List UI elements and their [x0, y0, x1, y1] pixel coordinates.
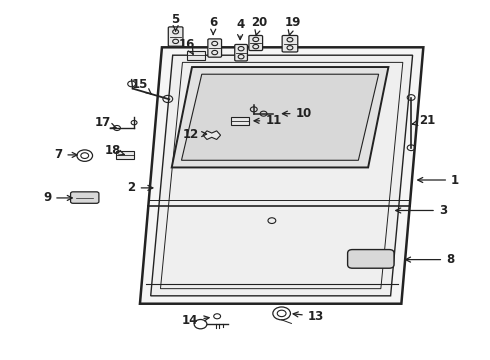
Text: 1: 1 — [418, 174, 459, 186]
FancyBboxPatch shape — [235, 44, 247, 61]
Text: 9: 9 — [43, 192, 72, 204]
Polygon shape — [151, 55, 413, 296]
FancyBboxPatch shape — [71, 192, 99, 203]
FancyBboxPatch shape — [168, 27, 183, 46]
Polygon shape — [203, 131, 220, 139]
Text: 21: 21 — [413, 114, 435, 127]
Text: 4: 4 — [236, 18, 244, 40]
Polygon shape — [172, 67, 389, 167]
Text: 16: 16 — [179, 38, 196, 54]
Text: 19: 19 — [285, 16, 301, 35]
FancyBboxPatch shape — [347, 249, 394, 268]
Text: 8: 8 — [406, 253, 454, 266]
Text: 17: 17 — [94, 116, 116, 129]
Text: 6: 6 — [209, 16, 218, 35]
Polygon shape — [140, 47, 423, 304]
Text: 18: 18 — [105, 144, 124, 157]
FancyBboxPatch shape — [249, 36, 263, 50]
Text: 20: 20 — [251, 16, 268, 35]
Text: 5: 5 — [172, 13, 180, 31]
Text: 7: 7 — [54, 148, 77, 161]
Text: 2: 2 — [127, 181, 153, 194]
Polygon shape — [187, 51, 205, 59]
FancyBboxPatch shape — [208, 39, 221, 57]
Text: 3: 3 — [396, 204, 447, 217]
Polygon shape — [231, 117, 249, 125]
Text: 13: 13 — [293, 310, 324, 323]
Text: 14: 14 — [182, 314, 209, 327]
Text: 15: 15 — [132, 78, 151, 94]
Polygon shape — [160, 62, 403, 289]
Polygon shape — [181, 74, 379, 160]
Polygon shape — [117, 150, 134, 159]
Text: 10: 10 — [282, 107, 312, 120]
Text: 12: 12 — [183, 127, 207, 141]
Text: 11: 11 — [254, 114, 281, 127]
FancyBboxPatch shape — [282, 36, 298, 52]
